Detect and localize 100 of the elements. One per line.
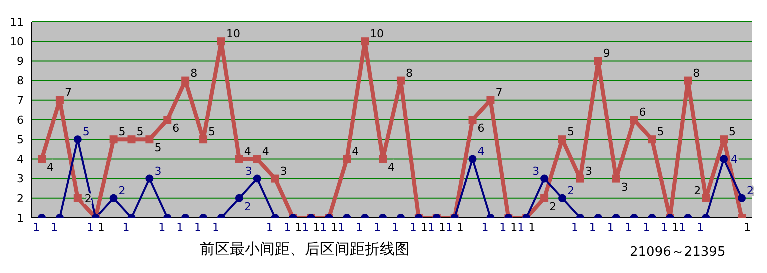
data-label: 2 [747, 184, 754, 198]
data-label: 5 [729, 126, 736, 139]
y-tick-label: 3 [17, 172, 24, 186]
point [343, 155, 352, 164]
data-label: 1 [313, 221, 320, 234]
point [128, 136, 136, 144]
point [540, 174, 549, 183]
data-label: 1 [176, 221, 184, 234]
data-label: 1 [446, 221, 453, 234]
point [594, 57, 602, 66]
data-label: 1 [302, 221, 310, 234]
data-label: 1 [158, 221, 166, 234]
data-label: 5 [568, 126, 575, 139]
point [361, 38, 370, 46]
data-label: 1 [672, 221, 680, 234]
data-label: 1 [410, 221, 417, 234]
data-label: 1 [194, 221, 202, 234]
data-label: 9 [603, 47, 610, 60]
point [738, 194, 746, 202]
data-label: 3 [280, 164, 288, 178]
data-label: 5 [82, 126, 90, 139]
data-label: 1 [679, 221, 686, 234]
point [396, 76, 405, 85]
data-label: 2 [244, 200, 252, 214]
data-label: 1 [438, 221, 446, 234]
y-tick-label: 9 [17, 55, 24, 68]
data-label: 1 [122, 221, 130, 234]
point [684, 76, 692, 85]
data-label: 2 [694, 184, 702, 198]
data-label: 1 [98, 221, 105, 234]
data-label: 1 [331, 221, 338, 234]
point [110, 194, 118, 202]
text: 前区最小间距、后区间距折线图 [200, 240, 410, 259]
data-label: 1 [266, 221, 274, 234]
data-label: 6 [639, 106, 646, 119]
point [235, 155, 244, 164]
point [56, 96, 64, 104]
data-label: 2 [568, 184, 575, 198]
data-label: 4 [47, 161, 54, 174]
point [468, 155, 477, 164]
data-label: 1 [456, 221, 464, 234]
data-label: 3 [154, 164, 162, 178]
point [271, 174, 280, 183]
point [110, 136, 118, 144]
data-label: 8 [406, 66, 413, 80]
data-label: 6 [172, 122, 180, 135]
point [558, 136, 567, 144]
data-label: 1 [482, 221, 489, 234]
point [486, 96, 495, 104]
text: 21096～21395 [630, 244, 726, 261]
data-label: 7 [64, 86, 72, 100]
data-label: 4 [388, 161, 396, 174]
point [702, 194, 710, 202]
data-label: 1 [607, 221, 614, 234]
point [217, 38, 226, 46]
point [74, 136, 82, 144]
data-label: 1 [295, 221, 302, 234]
data-label: 7 [496, 86, 503, 100]
data-label: 3 [532, 164, 540, 178]
data-label: 2 [550, 200, 557, 214]
data-label: 4 [244, 145, 252, 158]
point [540, 194, 549, 202]
point [558, 194, 567, 202]
y-tick-label: 5 [17, 134, 24, 147]
point [200, 136, 208, 144]
data-label: 1 [356, 221, 364, 234]
point [182, 76, 190, 85]
y-tick-label: 10 [10, 36, 24, 49]
data-label: 1 [338, 221, 346, 234]
point [253, 174, 262, 183]
point [146, 136, 154, 144]
y-tick-label: 4 [17, 153, 24, 166]
data-label: 5 [118, 126, 126, 139]
data-label: 1 [528, 221, 536, 234]
point [146, 174, 154, 183]
data-label: 1 [697, 221, 704, 234]
data-label: 1 [212, 221, 220, 234]
data-label: 1 [661, 221, 668, 234]
data-label: 1 [86, 221, 94, 234]
point [720, 155, 728, 164]
data-label: 1 [284, 221, 292, 234]
point [164, 116, 172, 124]
point [235, 194, 244, 202]
y-tick-label: 8 [17, 74, 24, 88]
y-tick-label: 1 [17, 212, 24, 225]
data-label: 1 [320, 221, 328, 234]
y-tick-label: 11 [10, 16, 24, 29]
data-label: 3 [585, 164, 592, 178]
data-label: 1 [50, 221, 58, 234]
point [648, 136, 656, 144]
data-label: 1 [571, 221, 578, 234]
y-tick-label: 7 [17, 94, 24, 108]
data-label: 5 [154, 142, 162, 155]
point [630, 116, 638, 124]
data-label: 1 [500, 221, 507, 234]
data-label: 5 [136, 126, 144, 139]
data-label: 1 [428, 221, 435, 234]
data-label: 4 [262, 145, 270, 158]
data-label: 8 [693, 66, 700, 80]
data-label: 4 [478, 145, 485, 158]
